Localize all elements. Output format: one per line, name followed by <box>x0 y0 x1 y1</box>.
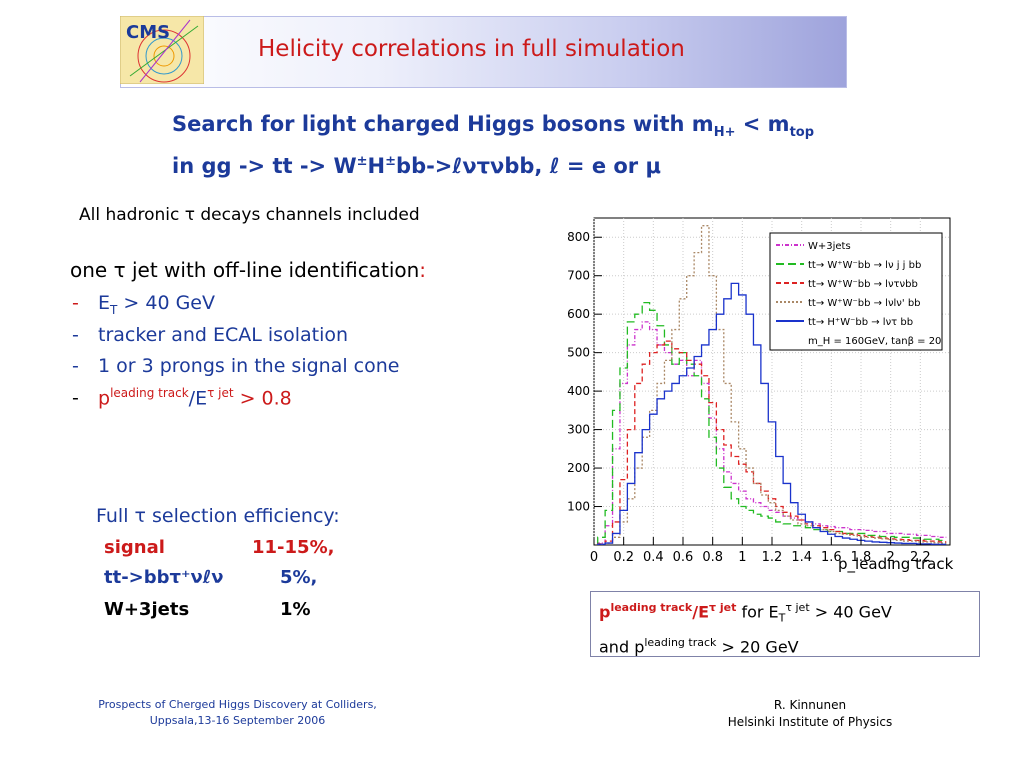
x-tick-label: 1.8 <box>851 550 872 565</box>
series-line-0 <box>597 321 947 545</box>
efficiency-heading: Full τ selection efficiency: <box>96 505 340 527</box>
x-tick-label: 0.8 <box>702 550 723 565</box>
logo-text: CMS <box>126 22 170 43</box>
series-line-4 <box>597 282 947 545</box>
subtitle-line-1: Search for light charged Higgs bosons wi… <box>172 112 815 141</box>
footer-author-name: R. Kinnunen <box>773 698 847 712</box>
footer-conference: Prospects of Cherged Higgs Discovery at … <box>85 697 390 729</box>
footer-conference-name: Prospects of Cherged Higgs Discovery at … <box>98 698 377 711</box>
helicity-chart: 0 0.2 0.4 0.6 0.8 1 1.2 1.4 1.6 1.8 2 2.2 100 200 300 4… <box>567 217 958 574</box>
x-tick-label: 2 <box>887 550 895 565</box>
y-tick-label: 700 <box>567 269 590 283</box>
slide-title: Helicity correlations in full simulation <box>258 36 685 62</box>
y-tick-label: 300 <box>567 423 590 437</box>
x-tick-label: 1.4 <box>791 550 812 565</box>
title-bar <box>120 16 847 88</box>
footer-institute: Helsinki Institute of Physics <box>727 715 893 729</box>
criterion-leading-track: - pleading track/Eτ jet > 0.8 <box>72 386 292 410</box>
cms-logo-icon: CMS <box>120 16 204 84</box>
y-tick-label: 100 <box>567 500 590 514</box>
x-tick-label: 1.2 <box>762 550 783 565</box>
x-axis-label: p_leading track / E_τ <box>838 555 958 574</box>
x-tick-label: 0 <box>590 550 598 565</box>
criterion-et: - ET > 40 GeV <box>72 292 215 317</box>
series-line-1 <box>597 301 947 545</box>
efficiency-row-signal: signal 11-15%, <box>104 537 335 558</box>
footer-conference-date: Uppsala,13-16 September 2006 <box>149 714 326 727</box>
legend-entry: tt→ H⁺W⁻bb → lντ bb <box>808 317 913 328</box>
legend-entry: tt→ W⁺W⁻bb → lντνbb <box>808 279 918 290</box>
footer-author: R. Kinnunen Helsinki Institute of Physic… <box>700 697 920 731</box>
note-line-2: and pleading track > 20 GeV <box>599 635 799 656</box>
identification-heading: one τ jet with off-line identification: <box>70 258 427 282</box>
x-tick-label: 1.6 <box>821 550 842 565</box>
efficiency-row-tt: tt->bbτ⁺νℓν 5%, <box>104 567 318 588</box>
x-tick-label: 1 <box>738 550 746 565</box>
legend-note: m_H = 160GeV, tanβ = 20 <box>808 336 941 347</box>
criterion-isolation: - tracker and ECAL isolation <box>72 324 349 346</box>
criterion-prongs: -1 or 3 prongs in the signal cone <box>72 355 400 377</box>
x-tick-label: 0.6 <box>673 550 694 565</box>
y-tick-label: 600 <box>567 307 590 321</box>
legend-entry: tt→ W⁺W⁻bb → lν j j bb <box>808 260 921 271</box>
legend-entry: tt→ W⁺W⁻bb → lνlν' bb <box>808 298 921 309</box>
note-line-1: pleading track/Eτ jet for ETτ jet > 40 G… <box>599 601 892 625</box>
y-tick-label: 200 <box>567 461 590 475</box>
efficiency-row-w3jets: W+3jets 1% <box>104 599 311 620</box>
selection-note-box: pleading track/Eτ jet for ETτ jet > 40 G… <box>590 591 980 657</box>
slide-subtitle: Search for light charged Higgs bosons wi… <box>172 110 814 181</box>
hadronic-note: All hadronic τ decays channels included <box>79 205 420 225</box>
y-tick-label: 800 <box>567 230 590 244</box>
series-line-3 <box>597 225 947 545</box>
y-tick-label: 500 <box>567 346 590 360</box>
x-tick-label: 0.2 <box>613 550 634 565</box>
y-tick-label: 400 <box>567 384 590 398</box>
legend-box <box>769 232 943 351</box>
x-tick-label: 2.2 <box>910 550 931 565</box>
subtitle-line-2: in gg -> tt -> W±H±bb->ℓντνbb, ℓ = e or … <box>172 154 661 179</box>
legend-entry: W+3jets <box>808 241 851 252</box>
x-tick-label: 0.4 <box>643 550 664 565</box>
